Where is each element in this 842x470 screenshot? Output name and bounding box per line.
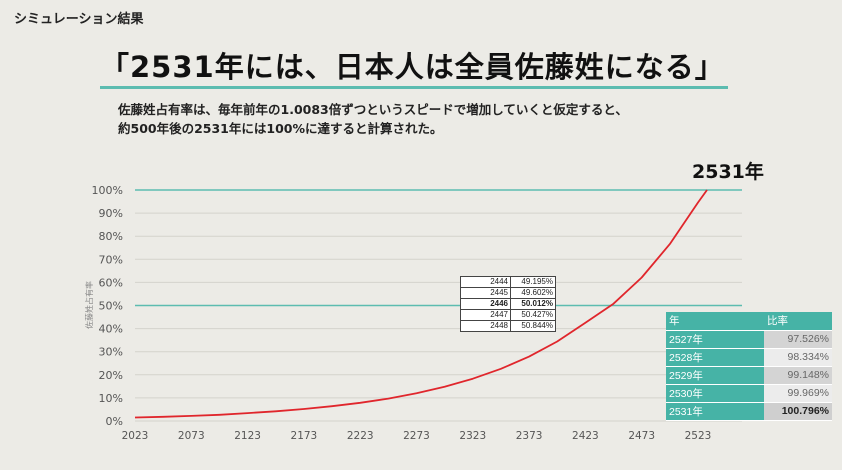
ratio-value: 98.334% [764,348,832,367]
grid-layer [135,212,742,422]
ratio-year: 2529年 [666,366,764,385]
x-tick-label: 2373 [516,430,543,442]
y-tick-label: 80% [99,230,123,243]
section-label: シミュレーション結果 [14,12,144,27]
x-tick-label: 2123 [234,430,261,442]
ratio-value: 99.969% [764,384,832,403]
ratio-table-header: 年 比率 [666,312,832,331]
curve-layer [134,189,708,419]
guide-layer [135,189,742,307]
ratio-row: 2531年 100.796% [666,402,832,421]
ratio-year: 2530年 [666,384,764,403]
description-line-1: 佐藤姓占有率は、毎年前年の1.0083倍ずつというスピードで増加していくと仮定す… [118,102,628,117]
threshold-table: 2444 49.195% 2445 49.602% 2446 50.012% 2447 50.… [460,276,556,332]
ratio-year: 2527年 [666,330,764,349]
x-tick-label: 2173 [291,430,318,442]
threshold-year: 2446 [460,298,511,310]
ratio-table: 年 比率 2527年 97.526% 2528年 98.334% 2529年 99.148… [666,312,832,421]
x-tick-label: 2273 [403,430,430,442]
threshold-year: 2445 [460,287,511,299]
threshold-year: 2448 [460,320,511,332]
x-tick-label: 2223 [347,430,374,442]
x-tick-label: 2473 [628,430,655,442]
x-tick-label: 2023 [122,430,149,442]
y-tick-label: 60% [99,276,123,289]
share-curve [134,189,708,419]
ratio-row: 2530年 99.969% [666,384,832,403]
ratio-row: 2527年 97.526% [666,330,832,349]
ratio-year: 2531年 [666,402,764,421]
y-tick-label: 40% [99,323,123,336]
y-tick-label: 100% [92,184,123,197]
final-year-label: 2531年 [692,161,764,183]
y-tick-label: 20% [99,369,123,382]
threshold-row: 2446 50.012% [460,298,556,310]
threshold-year: 2444 [460,276,511,288]
ratio-value: 100.796% [764,402,832,421]
ratio-value: 99.148% [764,366,832,385]
threshold-value: 50.427% [510,309,556,321]
x-tick-label: 2423 [572,430,599,442]
threshold-value: 49.602% [510,287,556,299]
ratio-row: 2529年 99.148% [666,366,832,385]
description: 佐藤姓占有率は、毎年前年の1.0083倍ずつというスピードで増加していくと仮定す… [118,100,628,138]
x-tick-labels: 2023 2073 2123 2173 2223 2273 2323 2373 2423 2473… [122,430,712,442]
threshold-row: 2445 49.602% [460,287,556,299]
ratio-row: 2528年 98.334% [666,348,832,367]
ratio-header-year: 年 [666,312,764,331]
threshold-value: 49.195% [510,276,556,288]
y-tick-label: 0% [106,415,123,428]
y-tick-label: 10% [99,392,123,405]
description-line-2: 約500年後の2531年には100%に達すると計算された。 [118,121,443,136]
x-tick-label: 2073 [178,430,205,442]
threshold-value: 50.844% [510,320,556,332]
headline: 「2531年には、日本人は全員佐藤姓になる」 [100,50,725,84]
y-tick-label: 70% [99,253,123,266]
headline-underline [100,86,728,89]
ratio-year: 2528年 [666,348,764,367]
threshold-row: 2444 49.195% [460,276,556,288]
x-tick-label: 2323 [459,430,486,442]
threshold-value: 50.012% [510,298,556,310]
threshold-row: 2448 50.844% [460,320,556,332]
y-axis-label: 佐藤姓占有率 [84,281,94,329]
ratio-header-ratio: 比率 [764,312,832,331]
threshold-row: 2447 50.427% [460,309,556,321]
x-tick-label: 2523 [685,430,712,442]
threshold-year: 2447 [460,309,511,321]
y-tick-labels: 0% 10% 20% 30% 40% 50% 60% 70% 80% 90% 100% [92,184,123,428]
y-tick-label: 50% [99,300,123,313]
y-tick-label: 90% [99,207,123,220]
y-tick-label: 30% [99,346,123,359]
ratio-value: 97.526% [764,330,832,349]
